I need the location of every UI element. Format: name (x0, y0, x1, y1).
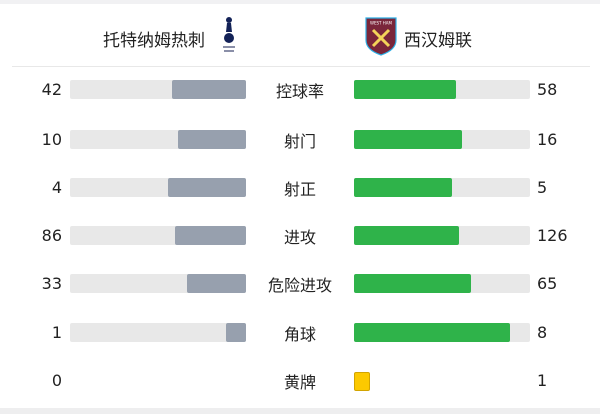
west-ham-crest-icon[interactable]: WEST HAM (364, 16, 398, 56)
tottenham-crest-icon[interactable] (218, 14, 240, 58)
home-bar-fill (186, 274, 246, 293)
away-bar (354, 80, 530, 99)
stat-row: 10 射门 16 (0, 128, 600, 152)
home-bar-fill (226, 323, 246, 342)
away-bar-fill (354, 80, 457, 99)
home-bar (70, 323, 246, 342)
stat-row: 4 射正 5 (0, 176, 600, 200)
away-value: 16 (537, 130, 558, 149)
away-value: 65 (537, 274, 558, 293)
match-header: 托特纳姆热刺 WEST HAM 西汉姆联 (0, 4, 600, 66)
bottom-bar (0, 408, 600, 414)
stat-row: 86 进攻 126 (0, 224, 600, 248)
stat-label: 射门 (283, 132, 316, 151)
home-bar-fill (167, 178, 246, 197)
home-bar-fill (174, 226, 246, 245)
header-divider (12, 66, 590, 67)
home-value: 42 (41, 80, 62, 99)
home-value: 4 (51, 178, 62, 197)
home-bar-fill (178, 130, 246, 149)
away-team-name[interactable]: 西汉姆联 (404, 31, 472, 51)
home-value: 86 (41, 226, 62, 245)
stat-label: 射正 (283, 180, 316, 199)
away-bar (354, 274, 530, 293)
stat-label: 黄牌 (283, 373, 316, 392)
away-value: 5 (537, 178, 548, 197)
home-bar-fill (172, 80, 246, 99)
away-bar-fill (354, 226, 459, 245)
away-bar-fill (354, 178, 452, 197)
stat-label: 危险进攻 (267, 276, 332, 295)
svg-text:WEST HAM: WEST HAM (370, 21, 392, 26)
away-bar (354, 226, 530, 245)
home-value: 0 (51, 371, 62, 390)
home-bar (70, 80, 246, 99)
stat-row: 0 黄牌 1 (0, 369, 600, 393)
away-value: 8 (537, 323, 548, 342)
away-value: 58 (537, 80, 558, 99)
stat-row: 42 控球率 58 (0, 78, 600, 102)
away-bar-fill (354, 323, 511, 342)
yellow-card-icon (354, 372, 370, 391)
home-value: 10 (41, 130, 62, 149)
away-bar (354, 130, 530, 149)
home-bar (70, 274, 246, 293)
away-bar-fill (354, 274, 471, 293)
home-team-name[interactable]: 托特纳姆热刺 (103, 31, 205, 51)
stat-row: 33 危险进攻 65 (0, 272, 600, 296)
stat-label: 进攻 (283, 228, 316, 247)
home-bar (70, 130, 246, 149)
home-bar (70, 226, 246, 245)
away-bar-fill (354, 130, 463, 149)
stat-row: 1 角球 8 (0, 321, 600, 345)
away-bar (354, 323, 530, 342)
home-value: 1 (51, 323, 62, 342)
away-value: 126 (537, 226, 568, 245)
home-value: 33 (41, 274, 62, 293)
stat-label: 角球 (283, 325, 316, 344)
home-bar (70, 178, 246, 197)
away-value: 1 (537, 371, 548, 390)
away-bar (354, 178, 530, 197)
top-separator (0, 0, 600, 4)
stat-label: 控球率 (275, 82, 324, 101)
